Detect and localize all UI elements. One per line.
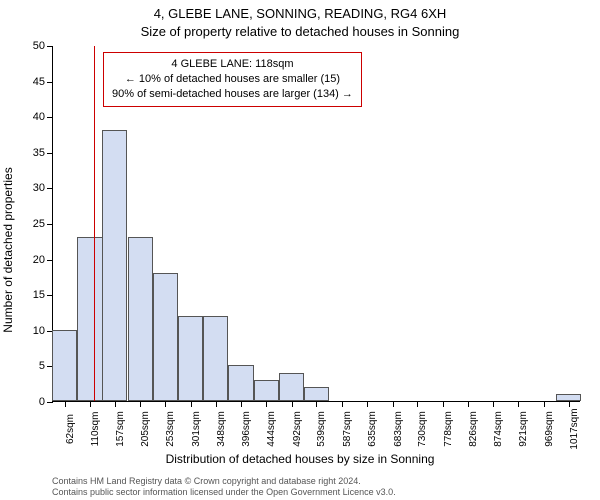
y-tick — [47, 82, 53, 83]
y-tick — [47, 117, 53, 118]
y-tick — [47, 260, 53, 261]
y-tick-label: 10 — [33, 325, 45, 337]
x-tick-label: 205sqm — [140, 411, 151, 447]
x-tick — [493, 401, 494, 407]
x-tick-label: 778sqm — [443, 411, 454, 447]
x-tick — [316, 401, 317, 407]
x-tick — [518, 401, 519, 407]
histogram-bar — [178, 316, 203, 401]
x-tick — [191, 401, 192, 407]
attribution-line1: Contains HM Land Registry data © Crown c… — [52, 476, 590, 487]
x-tick-label: 921sqm — [518, 411, 529, 447]
histogram-bar — [128, 237, 153, 401]
annotation-box: 4 GLEBE LANE: 118sqm ← 10% of detached h… — [103, 52, 362, 107]
y-tick — [47, 46, 53, 47]
x-tick — [140, 401, 141, 407]
histogram-bar — [254, 380, 279, 401]
x-tick-label: 253sqm — [165, 411, 176, 447]
x-tick — [65, 401, 66, 407]
x-tick-label: 539sqm — [316, 411, 327, 447]
histogram-bar — [102, 130, 127, 401]
x-tick — [216, 401, 217, 407]
histogram-bar — [203, 316, 228, 401]
attribution-line2: Contains public sector information licen… — [52, 487, 590, 498]
annotation-line3: 90% of semi-detached houses are larger (… — [112, 87, 353, 102]
x-tick — [115, 401, 116, 407]
x-tick — [569, 401, 570, 407]
attribution: Contains HM Land Registry data © Crown c… — [52, 476, 590, 499]
y-tick-label: 50 — [33, 40, 45, 52]
x-tick — [292, 401, 293, 407]
chart-title-main: 4, GLEBE LANE, SONNING, READING, RG4 6XH — [0, 6, 600, 21]
y-tick-label: 35 — [33, 147, 45, 159]
x-tick — [266, 401, 267, 407]
x-tick-label: 826sqm — [468, 411, 479, 447]
x-tick — [367, 401, 368, 407]
y-axis-label: Number of detached properties — [1, 167, 15, 332]
x-tick — [443, 401, 444, 407]
x-tick-label: 969sqm — [544, 411, 555, 447]
x-tick-label: 492sqm — [292, 411, 303, 447]
x-axis-label: Distribution of detached houses by size … — [0, 452, 600, 466]
x-tick-label: 730sqm — [417, 411, 428, 447]
x-tick-label: 635sqm — [367, 411, 378, 447]
y-tick-label: 15 — [33, 289, 45, 301]
x-tick-label: 874sqm — [493, 411, 504, 447]
y-tick-label: 30 — [33, 182, 45, 194]
x-tick — [90, 401, 91, 407]
x-tick — [417, 401, 418, 407]
x-tick-label: 348sqm — [216, 411, 227, 447]
x-tick-label: 683sqm — [393, 411, 404, 447]
histogram-bar — [153, 273, 178, 401]
y-tick — [47, 153, 53, 154]
y-tick-label: 20 — [33, 254, 45, 266]
x-tick — [342, 401, 343, 407]
histogram-bar — [52, 330, 77, 401]
y-tick — [47, 224, 53, 225]
x-tick — [544, 401, 545, 407]
x-tick-label: 587sqm — [342, 411, 353, 447]
y-tick-label: 25 — [33, 218, 45, 230]
reference-line — [94, 46, 95, 401]
histogram-chart: 4, GLEBE LANE, SONNING, READING, RG4 6XH… — [0, 0, 600, 500]
x-tick-label: 444sqm — [266, 411, 277, 447]
x-tick — [241, 401, 242, 407]
x-tick-label: 301sqm — [191, 411, 202, 447]
x-tick-label: 157sqm — [115, 411, 126, 447]
histogram-bar — [228, 365, 253, 401]
histogram-bar — [279, 373, 304, 401]
y-tick-label: 45 — [33, 76, 45, 88]
y-tick-label: 40 — [33, 111, 45, 123]
chart-title-sub: Size of property relative to detached ho… — [0, 24, 600, 39]
y-tick-label: 5 — [39, 360, 45, 372]
histogram-bar — [77, 237, 102, 401]
x-tick-label: 1017sqm — [569, 408, 580, 449]
y-tick-label: 0 — [39, 396, 45, 408]
x-tick-label: 110sqm — [90, 412, 101, 447]
histogram-bar — [556, 394, 581, 401]
x-tick-label: 396sqm — [241, 411, 252, 447]
x-tick — [165, 401, 166, 407]
y-tick — [47, 188, 53, 189]
annotation-line1: 4 GLEBE LANE: 118sqm — [112, 57, 353, 72]
y-tick — [47, 402, 53, 403]
x-tick — [393, 401, 394, 407]
histogram-bar — [304, 387, 329, 401]
plot-area: 0510152025303540455062sqm110sqm157sqm205… — [52, 46, 580, 402]
x-tick — [468, 401, 469, 407]
x-tick-label: 62sqm — [65, 414, 76, 444]
y-tick — [47, 295, 53, 296]
annotation-line2: ← 10% of detached houses are smaller (15… — [112, 72, 353, 87]
